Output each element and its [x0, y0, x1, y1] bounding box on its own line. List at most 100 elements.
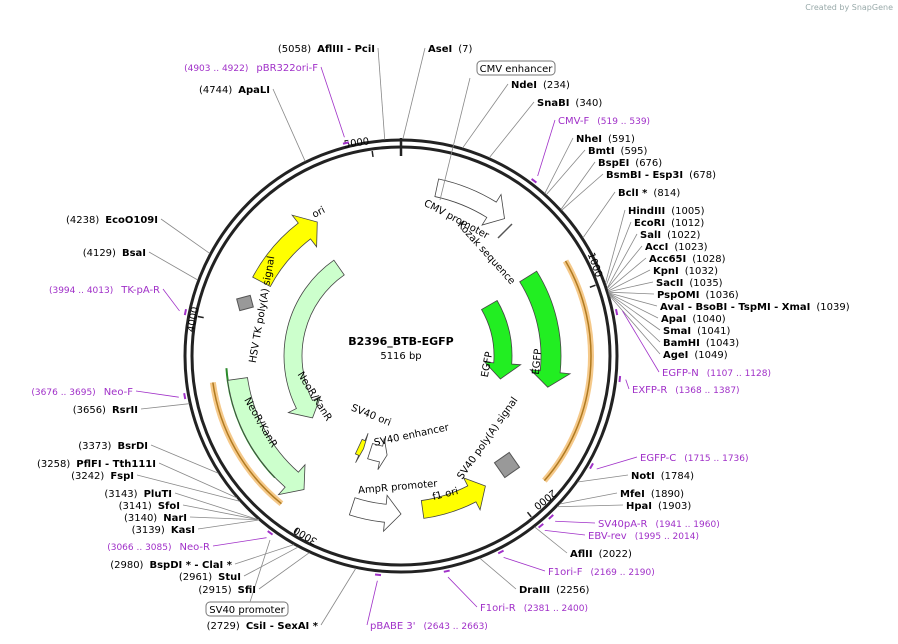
tick-mark [526, 511, 532, 518]
site-position: (1040) [692, 314, 725, 325]
primer-range: (1715 .. 1736) [684, 454, 748, 464]
site-label: (2961) StuI [179, 572, 241, 583]
site-position: (3141) [119, 501, 152, 512]
site-leader [377, 47, 386, 140]
feature-label: SV40 ori [349, 403, 392, 429]
site-position: (591) [608, 134, 635, 145]
primer-name: Neo-F [104, 387, 134, 398]
site-label: AvaI - BsoBI - TspMI - XmaI (1039) [660, 302, 850, 313]
site-leader [557, 504, 624, 508]
ori-arrow [252, 214, 318, 288]
site-label: (4238) EcoO109I [66, 215, 158, 226]
sv40-ori [354, 433, 369, 463]
primer-range: (1995 .. 2014) [635, 532, 699, 542]
cmv-promoter-arrow [434, 178, 505, 226]
site-name: RsrII [112, 405, 138, 416]
site-leader [545, 149, 586, 195]
site-label: BmtI (595) [588, 146, 648, 157]
site-leader [320, 568, 357, 626]
site-label: SacII (1035) [656, 278, 723, 289]
boxed-feature-label: CMV enhancer [480, 64, 554, 75]
site-name: KpnI [653, 266, 679, 277]
site-leader [158, 462, 237, 499]
site-label: AflII (2022) [570, 549, 632, 560]
primer-mark [615, 308, 619, 316]
site-name: BsrDI [117, 441, 148, 452]
site-label: (3242) FspI [71, 471, 134, 482]
primer-label: (3676 .. 3695) Neo-F [31, 387, 133, 398]
site-position: (595) [621, 146, 648, 157]
site-leader [582, 191, 616, 239]
primer-name: CMV-F [558, 116, 589, 127]
primer-label: F1ori-R (2381 .. 2400) [480, 603, 588, 614]
site-leader [608, 281, 654, 293]
site-position: (1049) [694, 350, 727, 361]
site-name: BsaI [122, 248, 146, 259]
site-name: ApaLI [238, 85, 270, 96]
site-label: (3140) NarI [124, 513, 187, 524]
ampr-promoter-arrow [348, 494, 402, 533]
site-name: BamHI [663, 338, 700, 349]
sv40-polya [493, 451, 521, 479]
site-name: DraIII [519, 585, 550, 596]
site-name: AgeI [663, 350, 688, 361]
primer-mark [531, 178, 538, 184]
primer-label: EGFP-N (1107 .. 1128) [662, 368, 771, 379]
site-label: AccI (1023) [645, 242, 708, 253]
primer-leader [503, 556, 546, 572]
primer-label: CMV-F (519 .. 539) [558, 116, 650, 127]
tick-mark [197, 315, 204, 319]
primer-leader [537, 119, 556, 177]
site-name: NheI [576, 134, 602, 145]
site-label: (2980) BspDI * - ClaI * [110, 560, 233, 571]
site-name: AccI [645, 242, 668, 253]
site-leader [402, 47, 426, 140]
site-position: (1012) [671, 218, 704, 229]
primer-name: EXFP-R [632, 385, 667, 396]
site-position: (1903) [658, 501, 691, 512]
primer-name: EGFP-C [640, 453, 676, 464]
primer-label: (3066 .. 3085) Neo-R [107, 542, 210, 553]
site-label: (3143) PluTI [104, 489, 172, 500]
primer-label: (4903 .. 4922) pBR322ori-F [184, 63, 318, 74]
primer-leader [544, 529, 586, 536]
site-position: (4238) [66, 215, 99, 226]
site-label: SnaBI (340) [537, 98, 602, 109]
site-name: BsmBI - Esp3I [606, 170, 683, 181]
primer-leader [622, 310, 660, 373]
site-name: SalI [640, 230, 661, 241]
egfp-arrow [480, 299, 522, 380]
neor-arrow [283, 259, 345, 419]
site-label: BsmBI - Esp3I (678) [606, 170, 716, 181]
site-position: (676) [635, 158, 662, 169]
site-label: (2915) SfiI [198, 585, 256, 596]
site-label: NheI (591) [576, 134, 635, 145]
site-position: (3139) [132, 525, 165, 536]
site-position: (1784) [661, 471, 694, 482]
primer-label: (3994 .. 4013) TK-pA-R [49, 285, 160, 296]
site-leader [140, 403, 190, 410]
site-leader [197, 519, 259, 530]
primer-label: EBV-rev (1995 .. 2014) [588, 531, 699, 542]
site-position: (1043) [706, 338, 739, 349]
primer-leader [135, 390, 179, 398]
site-leader [462, 83, 509, 149]
site-name: BspDI * - ClaI * [149, 560, 232, 571]
site-position: (5058) [278, 44, 311, 55]
site-label: HpaI (1903) [626, 501, 691, 512]
primer-name: EBV-rev [588, 531, 627, 542]
primer-mark [589, 462, 594, 470]
tick-label: 4000 [186, 306, 202, 333]
site-label: DraIII (2256) [519, 585, 590, 596]
site-leader [234, 544, 294, 565]
site-position: (4129) [83, 248, 116, 259]
primer-range: (3994 .. 4013) [49, 286, 113, 296]
site-position: (814) [653, 188, 680, 199]
site-label: NotI (1784) [631, 471, 694, 482]
site-name: ApaI [661, 314, 686, 325]
site-label: SmaI (1041) [663, 326, 730, 337]
primer-name: F1ori-F [548, 567, 583, 578]
site-leader [605, 221, 632, 286]
primer-label: EXFP-R (1368 .. 1387) [632, 385, 740, 396]
site-name: PflFI - Tth111I [76, 459, 156, 470]
